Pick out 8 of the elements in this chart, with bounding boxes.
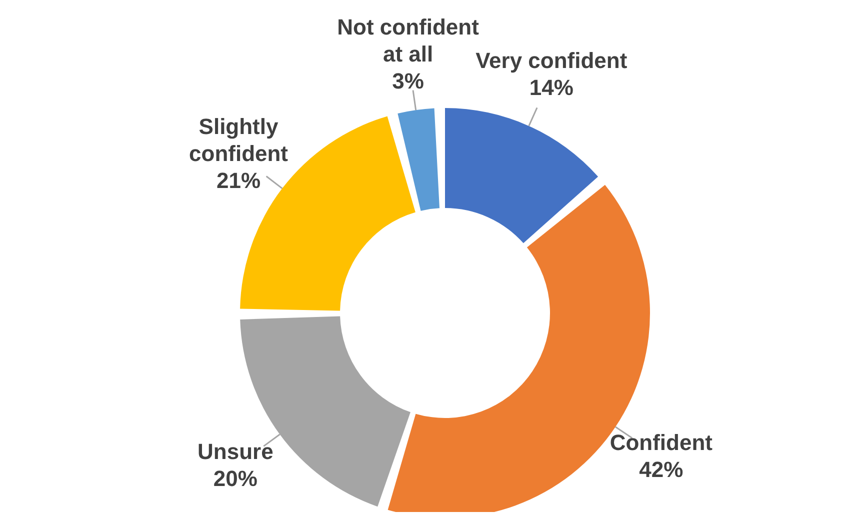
slice-label: Slightly confident [189, 114, 289, 166]
data-label: 3% [392, 68, 424, 94]
data-label: 42% [639, 456, 684, 482]
data-label: 14% [529, 75, 574, 100]
slice-label: Unsure [198, 439, 274, 464]
data-label: 21% [216, 168, 261, 193]
slice-label: Confident [610, 430, 714, 455]
data-label: 20% [213, 466, 258, 492]
